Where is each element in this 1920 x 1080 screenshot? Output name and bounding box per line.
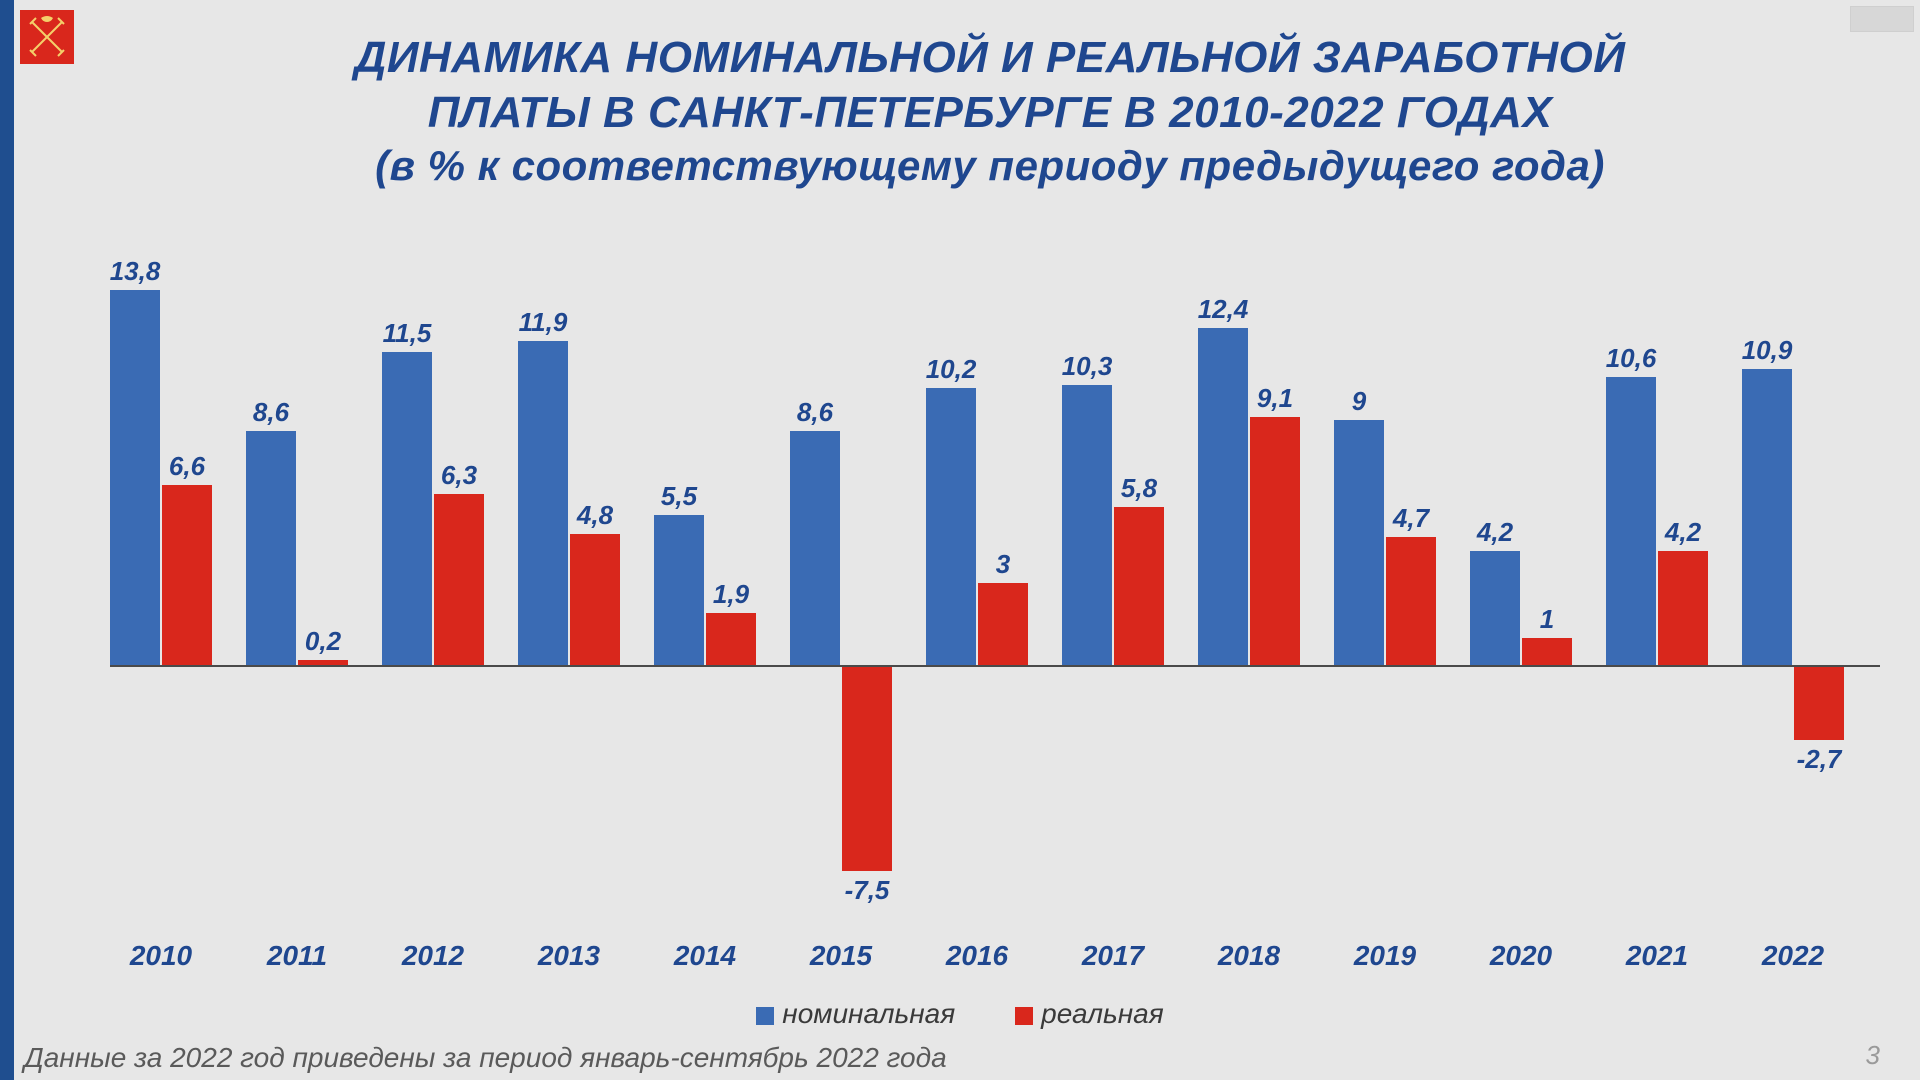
bar-nominal (1198, 328, 1248, 665)
category-label: 2014 (644, 940, 766, 972)
chart-legend: номинальная реальная (0, 998, 1920, 1030)
bar-real (1794, 667, 1844, 740)
category-label: 2020 (1460, 940, 1582, 972)
bar-real (162, 485, 212, 665)
legend-swatch-icon (1015, 1007, 1033, 1025)
bar-real (978, 583, 1028, 665)
bar-nominal (926, 388, 976, 665)
bar-nominal (790, 431, 840, 665)
value-label: 12,4 (1183, 294, 1263, 325)
footnote-text: Данные за 2022 год приведены за период я… (24, 1042, 947, 1074)
legend-label: реальная (1041, 998, 1164, 1029)
value-label: 6,6 (147, 451, 227, 482)
bar-nominal (1742, 369, 1792, 665)
value-label: -7,5 (827, 875, 907, 906)
value-label: 4,2 (1455, 517, 1535, 548)
category-label: 2017 (1052, 940, 1174, 972)
category-label: 2015 (780, 940, 902, 972)
bar-real (1658, 551, 1708, 665)
value-label: 10,6 (1591, 343, 1671, 374)
legend-label: номинальная (782, 998, 955, 1029)
value-label: 5,5 (639, 481, 719, 512)
bar-real (434, 494, 484, 665)
legend-swatch-icon (756, 1007, 774, 1025)
value-label: 11,9 (503, 307, 583, 338)
bar-real (1114, 507, 1164, 665)
value-label: 9 (1319, 386, 1399, 417)
value-label: 8,6 (231, 397, 311, 428)
value-label: 1,9 (691, 579, 771, 610)
bar-real (706, 613, 756, 665)
value-label: 4,8 (555, 500, 635, 531)
category-label: 2012 (372, 940, 494, 972)
bar-real (570, 534, 620, 665)
bar-nominal (1062, 385, 1112, 665)
left-accent-bar (0, 0, 14, 1080)
bar-nominal (1334, 420, 1384, 665)
value-label: 9,1 (1235, 383, 1315, 414)
category-label: 2021 (1596, 940, 1718, 972)
value-label: 8,6 (775, 397, 855, 428)
value-label: 4,2 (1643, 517, 1723, 548)
value-label: 10,3 (1047, 351, 1127, 382)
legend-item: номинальная (756, 998, 955, 1029)
bar-real (842, 667, 892, 871)
value-label: 1 (1507, 604, 1587, 635)
value-label: 10,2 (911, 354, 991, 385)
bar-real (1386, 537, 1436, 665)
category-label: 2013 (508, 940, 630, 972)
bar-real (298, 660, 348, 665)
category-label: 2019 (1324, 940, 1446, 972)
value-label: 5,8 (1099, 473, 1179, 504)
value-label: 6,3 (419, 460, 499, 491)
bar-real (1522, 638, 1572, 665)
value-label: 4,7 (1371, 503, 1451, 534)
wage-dynamics-chart: 13,86,620108,60,2201111,56,3201211,94,82… (110, 0, 1880, 1080)
category-label: 2010 (100, 940, 222, 972)
category-label: 2016 (916, 940, 1038, 972)
x-axis (110, 665, 1880, 667)
page-number: 3 (1866, 1040, 1880, 1071)
value-label: 3 (963, 549, 1043, 580)
value-label: 11,5 (367, 318, 447, 349)
value-label: 13,8 (95, 256, 175, 287)
category-label: 2011 (236, 940, 358, 972)
bar-real (1250, 417, 1300, 665)
value-label: 10,9 (1727, 335, 1807, 366)
value-label: -2,7 (1779, 744, 1859, 775)
value-label: 0,2 (283, 626, 363, 657)
legend-item: реальная (1015, 998, 1164, 1029)
category-label: 2022 (1732, 940, 1854, 972)
bar-nominal (382, 352, 432, 665)
category-label: 2018 (1188, 940, 1310, 972)
spb-emblem-icon (20, 10, 74, 64)
